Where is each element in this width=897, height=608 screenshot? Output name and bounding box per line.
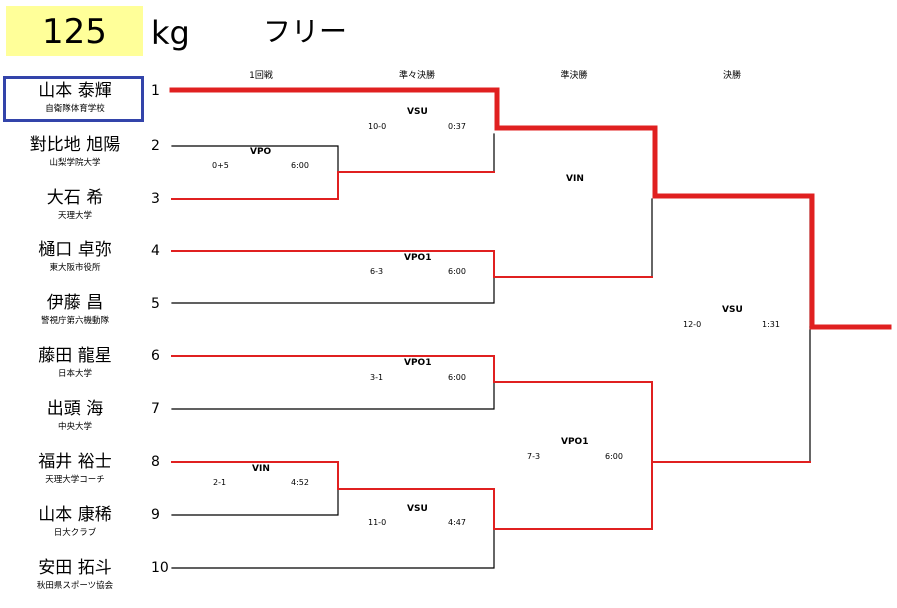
line-5 xyxy=(171,276,495,304)
athlete-name: 藤田 龍星 xyxy=(38,346,112,366)
seed-10: 10 xyxy=(151,560,169,576)
weight-class-value: 125 xyxy=(42,12,107,52)
match-score-r1-8v9: 2-1 xyxy=(213,478,227,487)
seed-6: 6 xyxy=(151,348,160,364)
win-line-8 xyxy=(171,461,811,530)
athlete-club: 山梨学院大学 xyxy=(49,158,101,168)
athlete-name: 出頭 海 xyxy=(46,399,104,419)
line-9 xyxy=(171,488,339,516)
athlete-5: 伊藤 昌 警視庁第六機動隊 xyxy=(8,292,142,328)
athlete-club: 秋田県スポーツ協会 xyxy=(36,581,114,591)
match-time-qf1: 0:37 xyxy=(448,122,466,131)
match-score-qf1: 10-0 xyxy=(368,122,387,131)
seed-5: 5 xyxy=(151,296,160,312)
athlete-name: 山本 康稀 xyxy=(38,505,112,525)
match-time-final: 1:31 xyxy=(762,320,780,329)
athlete-10: 安田 拓斗 秋田県スポーツ協会 xyxy=(8,557,142,593)
athlete-1: 山本 泰輝 自衛隊体育学校 xyxy=(8,80,142,116)
athlete-name: 山本 泰輝 xyxy=(38,81,112,101)
athlete-club: 天理大学コーチ xyxy=(45,475,105,485)
athlete-6: 藤田 龍星 日本大学 xyxy=(8,345,142,381)
athlete-club: 自衛隊体育学校 xyxy=(45,104,105,114)
athlete-name: 對比地 旭陽 xyxy=(29,135,121,155)
match-score-qf3: 3-1 xyxy=(370,373,384,382)
seed-9: 9 xyxy=(151,507,160,523)
match-score-sf2: 7-3 xyxy=(527,452,541,461)
athlete-name: 樋口 卓弥 xyxy=(38,240,112,260)
match-result-r1-8v9: VIN xyxy=(252,464,270,474)
match-time-r1-8v9: 4:52 xyxy=(291,478,309,487)
athlete-club: 天理大学 xyxy=(57,211,92,221)
athlete-9: 山本 康稀 日大クラブ xyxy=(8,504,142,540)
seed-7: 7 xyxy=(151,401,160,417)
wrestling-style: フリー xyxy=(263,15,348,48)
line-7 xyxy=(171,381,495,410)
round-header-final: 決勝 xyxy=(722,71,741,81)
champion-line xyxy=(169,87,892,330)
athlete-club: 日本大学 xyxy=(57,369,92,379)
athlete-club: 東大阪市役所 xyxy=(49,263,101,273)
match-result-sf2: VPO1 xyxy=(561,437,589,447)
match-score-qf4: 11-0 xyxy=(368,518,387,527)
match-result-sf1: VIN xyxy=(566,174,584,184)
match-score-qf2: 6-3 xyxy=(370,267,384,276)
match-result-qf4: VSU xyxy=(407,504,428,514)
match-result-qf1: VSU xyxy=(407,107,428,117)
line-2 xyxy=(171,145,339,173)
seed-8: 8 xyxy=(151,454,160,470)
athlete-name: 福井 裕士 xyxy=(38,452,112,472)
weight-unit: kg xyxy=(151,14,190,52)
weight-class-background xyxy=(6,6,143,56)
match-time-sf2: 6:00 xyxy=(605,452,623,461)
match-time-qf4: 4:47 xyxy=(448,518,466,527)
match-score-r1-2v3: 0+5 xyxy=(212,161,229,170)
athlete-name: 大石 希 xyxy=(46,188,104,208)
athlete-7: 出頭 海 中央大学 xyxy=(8,398,142,434)
seed-2: 2 xyxy=(151,138,160,154)
athlete-4: 樋口 卓弥 東大阪市役所 xyxy=(8,239,142,275)
match-time-qf3: 6:00 xyxy=(448,373,466,382)
athlete-club: 中央大学 xyxy=(57,422,92,432)
line-10 xyxy=(171,528,495,569)
match-result-final: VSU xyxy=(722,305,743,315)
win-line-4 xyxy=(171,250,653,278)
round-header-sf: 準決勝 xyxy=(560,71,588,81)
athlete-name: 安田 拓斗 xyxy=(38,558,112,578)
match-time-qf2: 6:00 xyxy=(448,267,466,276)
champion-frame xyxy=(3,76,144,122)
win-line-6 xyxy=(171,355,653,383)
athlete-2: 對比地 旭陽 山梨学院大学 xyxy=(8,134,142,170)
athlete-3: 大石 希 天理大学 xyxy=(8,187,142,223)
match-result-r1-2v3: VPO xyxy=(250,147,272,157)
match-score-final: 12-0 xyxy=(683,320,702,329)
athlete-club: 警視庁第六機動隊 xyxy=(40,316,109,326)
seed-4: 4 xyxy=(151,243,160,259)
match-result-qf3: VPO1 xyxy=(404,358,432,368)
match-result-qf2: VPO1 xyxy=(404,253,432,263)
win-line-3 xyxy=(171,171,495,200)
athlete-8: 福井 裕士 天理大学コーチ xyxy=(8,451,142,487)
athlete-club: 日大クラブ xyxy=(53,528,97,538)
seed-3: 3 xyxy=(151,191,160,207)
round-header-qf: 準々決勝 xyxy=(398,71,435,81)
athlete-name: 伊藤 昌 xyxy=(46,293,104,313)
seed-1: 1 xyxy=(151,83,160,99)
round-header-r1: 1回戦 xyxy=(249,71,273,81)
match-time-r1-2v3: 6:00 xyxy=(291,161,309,170)
